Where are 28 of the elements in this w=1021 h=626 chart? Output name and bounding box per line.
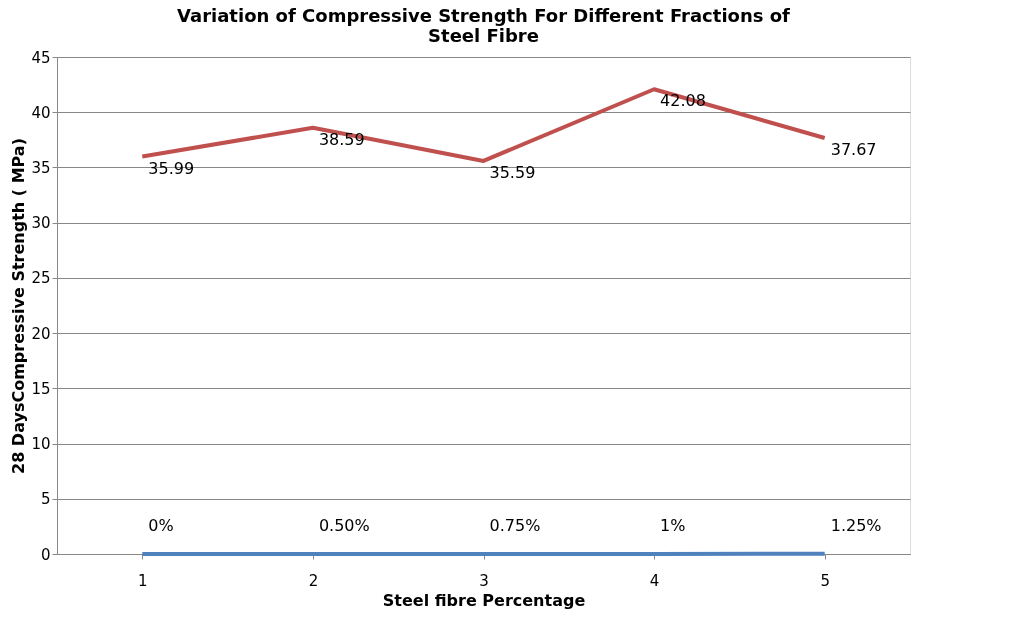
y-axis-title: 28 DaysCompressive Strength ( MPa) [9,138,29,474]
data-label: 35.99 [148,158,195,178]
data-label: 38.59 [318,129,365,149]
y-tick-label: 45 [31,48,51,67]
x-tick-label: 5 [820,571,830,590]
data-label: 35.59 [489,162,536,182]
y-tick-label: 25 [31,269,51,288]
x-tick-label: 4 [649,571,660,590]
y-tick-label: 20 [31,324,51,343]
data-label: 0.50% [318,515,370,535]
y-tick-label: 5 [40,490,51,509]
data-label: 0.75% [489,515,541,535]
x-tick-label: 1 [138,571,148,590]
data-label: 0% [148,516,174,535]
x-axis-title: Steel fibre Percentage [382,590,586,610]
y-tick-label: 35 [31,158,51,177]
y-tick-label: 30 [31,214,51,233]
chart-title: Variation of Compressive Strength For Different Fractions of Steel Fibre [177,5,791,46]
data-label: 1% [660,515,686,535]
data-label: 37.67 [830,139,877,159]
y-tick-label: 40 [31,103,51,122]
x-tick-label: 3 [479,571,489,590]
line-series [140,87,827,163]
y-tick-label: 15 [31,379,51,398]
x-tick-label: 2 [308,571,319,590]
data-label: 1.25% [830,515,882,535]
y-tick-label: 0 [40,545,51,564]
y-tick-label: 10 [31,435,51,454]
